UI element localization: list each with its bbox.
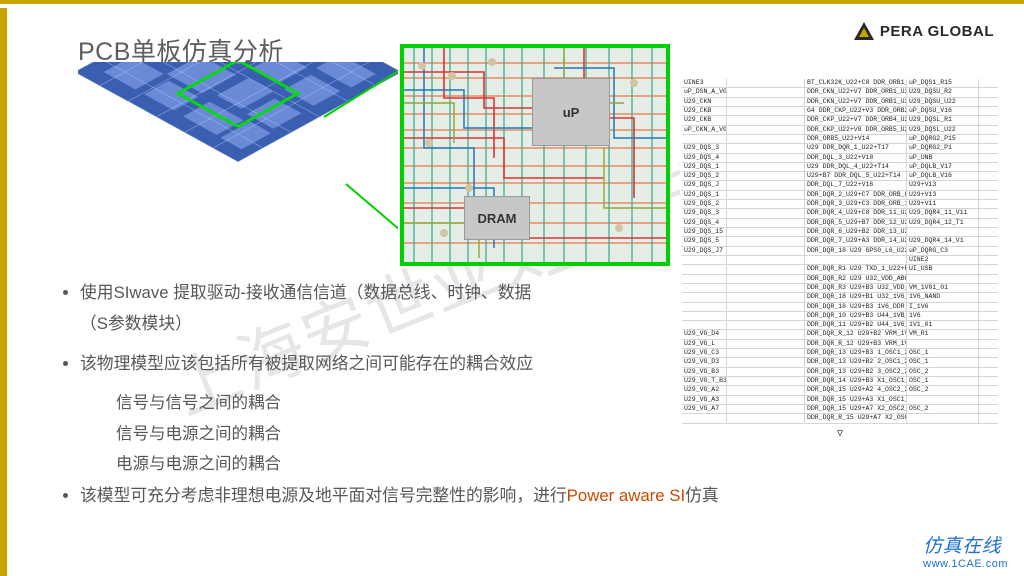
footer-url: www.1CAE.com [923, 558, 1008, 570]
footer-cn: 仿真在线 [923, 536, 1001, 557]
bullet-3-suf: 仿真 [685, 486, 719, 505]
netlist-table: UINE3BT_CLK32K_U22+C8 DDR_ORB1_U22+R15uP… [680, 76, 1000, 476]
brand-logo: PERA GLOBAL [854, 22, 994, 40]
bullet-3-pre: 该模型可充分考虑非理想电源及地平面对信号完整性的影响，进行 [80, 486, 567, 505]
chip-up: uP [532, 78, 610, 146]
bullet-1: 使用SIwave 提取驱动-接收通信信道（数据总线、时钟、数据 （S参数模块） [80, 277, 664, 339]
bullet-list: 使用SIwave 提取驱动-接收通信信道（数据总线、时钟、数据 （S参数模块） … [58, 277, 664, 520]
slide: PERA GLOBAL 上海安世亚太 上海安世亚太 PCB单板仿真分析 [0, 0, 1024, 576]
chip-dram: DRAM [464, 196, 530, 240]
sub-1: 信号与信号之间的耦合 [116, 388, 664, 419]
bullet-1-suffix: （S参数模块） [80, 314, 192, 333]
footer-brand: 仿真在线 www.1CAE.com [923, 531, 1008, 570]
pcb-zoom-region: uP DRAM [400, 44, 670, 266]
sub-3: 电源与电源之间的耦合 [116, 449, 664, 480]
sub-2: 信号与电源之间的耦合 [116, 419, 664, 450]
pcb-3d-illustration [78, 62, 398, 237]
logo-text: PERA GLOBAL [880, 23, 994, 40]
bullet-3-red: Power aware SI [567, 486, 685, 505]
bullet-3: 该模型可充分考虑非理想电源及地平面对信号完整性的影响，进行Power aware… [80, 480, 980, 511]
bullet-1-text: 使用SIwave 提取驱动-接收通信信道（数据总线、时钟、数据 [80, 283, 531, 302]
logo-triangle-icon [854, 22, 874, 40]
left-accent-bar [0, 8, 7, 576]
bullet-2: 该物理模型应该包括所有被提取网络之间可能存在的耦合效应 [80, 348, 664, 379]
